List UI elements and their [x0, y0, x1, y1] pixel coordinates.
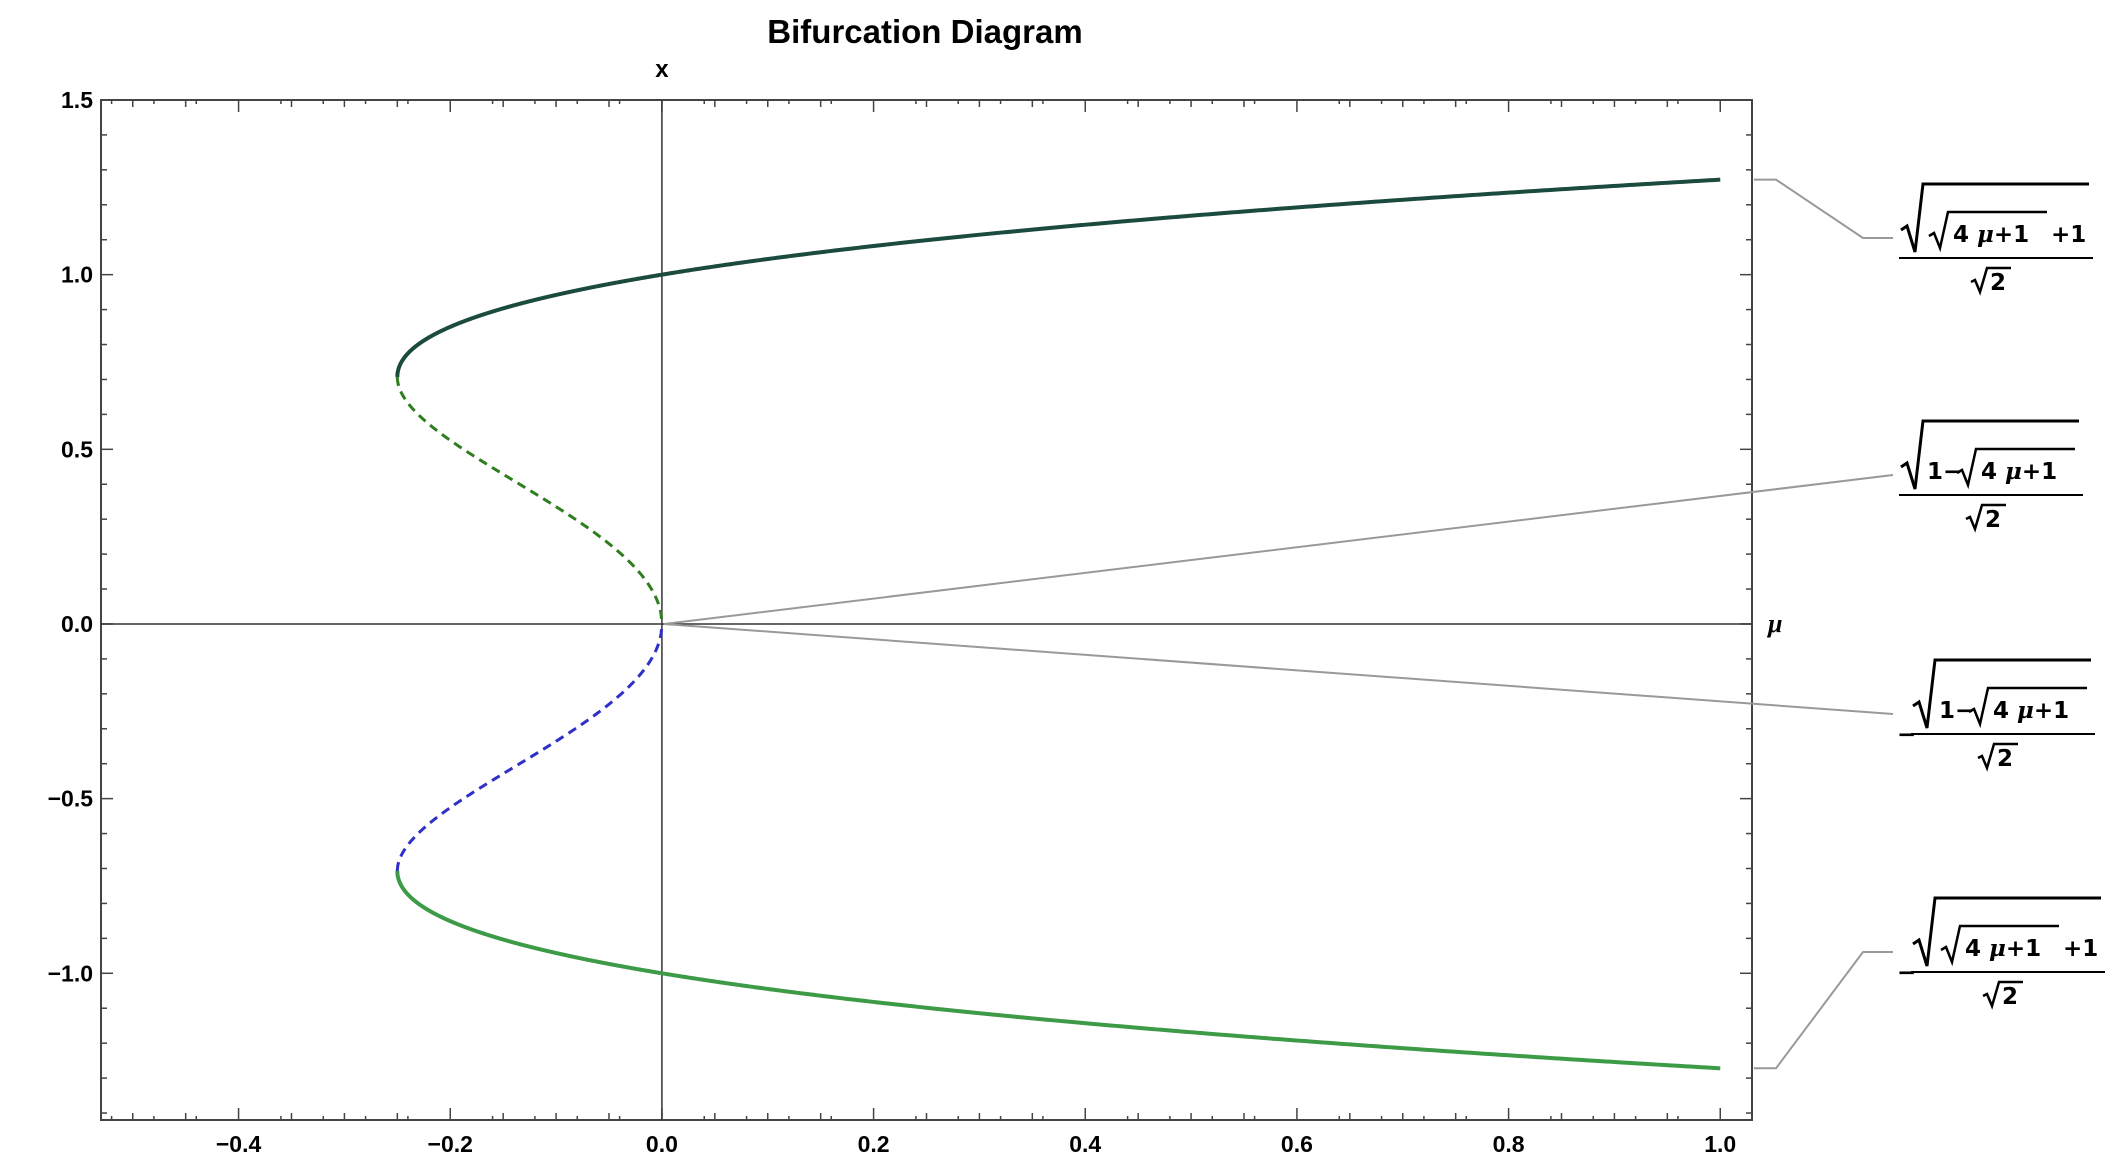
label-outer-radical [1900, 182, 2089, 253]
series-curve-2 [395, 375, 664, 625]
label-outer-radical [1912, 658, 2091, 729]
series-curves [395, 177, 1721, 1071]
label-inner-radical [1940, 924, 2059, 967]
series-curve-1 [395, 177, 1721, 379]
label-denominator-radical [1965, 503, 2006, 533]
label-denominator: 2 [1985, 507, 2001, 533]
label-denominator: 2 [1990, 270, 2006, 296]
callout-lines [663, 178, 1894, 1070]
y-tick-label: 0.5 [61, 436, 93, 462]
label-outer-radical [1900, 419, 2079, 490]
x-tick-label: 0.8 [1493, 1131, 1525, 1157]
label-denominator: 2 [2002, 984, 2018, 1010]
plot-frame [100, 99, 1753, 1121]
label-inner: 4 μ+1 [1981, 458, 2057, 485]
x-tick-label: 0.2 [858, 1131, 890, 1157]
label-denominator-radical [1982, 980, 2023, 1010]
plot-border [100, 99, 1753, 1121]
x-tick-label: 0.4 [1069, 1131, 1101, 1157]
label-sign: − [1897, 960, 1916, 986]
label-sign: − [1897, 722, 1916, 748]
series-curve-3 [395, 623, 664, 873]
series-label: − 4 μ+1 +1 2 [1897, 896, 2105, 1010]
series-label: 1− 4 μ+12 [1899, 419, 2083, 533]
label-inner-radical [1928, 210, 2047, 253]
x-tick-label: −0.2 [428, 1131, 473, 1157]
label-inner: 4 μ+1 [1993, 697, 2069, 724]
y-tick-label: −0.5 [48, 786, 94, 812]
callout-line [663, 622, 1894, 715]
label-denominator-radical [1970, 266, 2011, 296]
label-inner-radical [1956, 447, 2075, 490]
label-inner: 4 μ+1 [1965, 935, 2041, 962]
callout-line [1754, 178, 1893, 239]
series-curve-4 [395, 869, 1721, 1071]
callout-line [1754, 951, 1893, 1070]
x-axis-label: μ [1766, 609, 1782, 638]
series-labels: 4 μ+1 +121− 4 μ+12−1− 4 μ+12−4 μ+1 +12 [1897, 182, 2105, 1010]
x-tick-label: 0.0 [646, 1131, 678, 1157]
axis-tick-labels: −0.4 −0.2 0.0 0.2 0.4 0.6 0.8 1.0 1.5 1.0 0.5 0.0 −0… [48, 87, 1737, 1157]
label-inner-radical [1968, 686, 2087, 729]
callout-line [663, 474, 1894, 625]
x-tick-label: −0.4 [216, 1131, 262, 1157]
y-tick-label: −1.0 [48, 960, 93, 986]
origin-axes [101, 100, 1752, 1120]
y-axis-label: x [655, 56, 669, 83]
x-tick-label: 0.6 [1281, 1131, 1313, 1157]
label-denominator-radical [1977, 742, 2018, 772]
series-label: 4 μ+1 +1 2 [1899, 182, 2093, 296]
axis-ticks [101, 99, 1752, 1120]
x-tick-label: 1.0 [1704, 1131, 1736, 1157]
y-tick-label: 0.0 [61, 611, 93, 637]
label-outer-radical [1912, 896, 2101, 967]
label-outer-right: +1 [2051, 222, 2086, 248]
chart-title: Bifurcation Diagram [767, 13, 1082, 50]
y-tick-label: 1.0 [61, 262, 93, 288]
label-outer-right: +1 [2063, 936, 2098, 962]
label-denominator: 2 [1997, 746, 2013, 772]
label-inner: 4 μ+1 [1953, 221, 2029, 248]
series-label: −1− 4 μ+12 [1897, 658, 2095, 772]
y-tick-label: 1.5 [61, 87, 93, 113]
